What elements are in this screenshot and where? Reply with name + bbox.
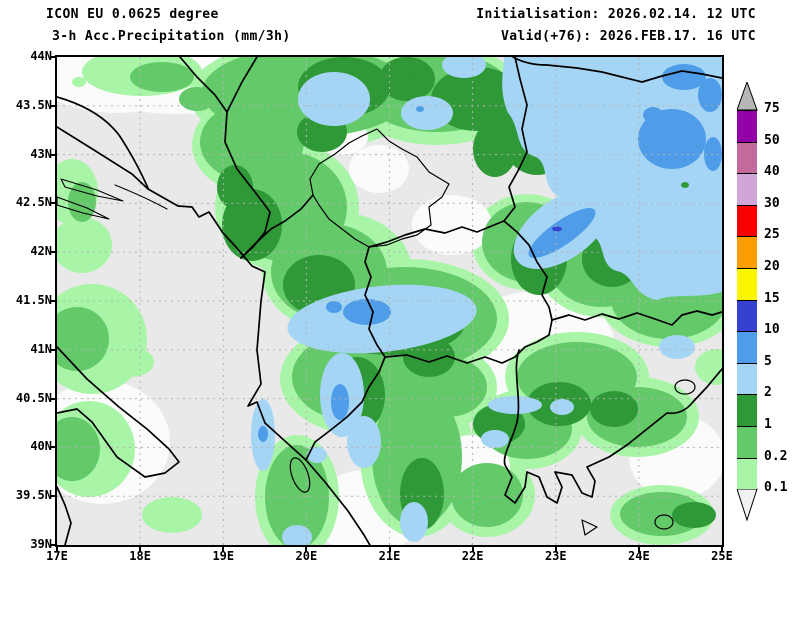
- legend-color-block: [737, 394, 757, 426]
- precip-speck-layer: [399, 72, 689, 188]
- legend-color-block: [737, 268, 757, 300]
- lat-axis-label: 39.5N: [15, 488, 52, 503]
- lat-tick: [50, 153, 57, 156]
- lat-tick: [50, 544, 57, 546]
- legend-color-block: [737, 110, 757, 142]
- lon-tick: [721, 546, 723, 552]
- lat-axis-label: 41N: [30, 341, 52, 356]
- lat-axis-label: 40.5N: [15, 390, 52, 405]
- legend-boundary-label: 10: [764, 322, 780, 338]
- lon-tick: [222, 546, 225, 552]
- legend-color-block: [737, 362, 757, 395]
- lon-axis-label: 18E: [129, 549, 151, 563]
- legend-boundary-label: 30: [764, 195, 780, 211]
- lat-tick: [50, 56, 57, 58]
- lat-tick: [50, 446, 57, 449]
- legend-color-block: [737, 426, 757, 458]
- initialisation-time: Initialisation: 2026.02.14. 12 UTC: [476, 7, 756, 22]
- lon-tick: [471, 546, 474, 552]
- lon-axis-label: 19E: [212, 549, 235, 563]
- lat-axis-label: 40N: [30, 439, 52, 454]
- lon-axis-label: 17E: [46, 549, 68, 563]
- lat-axis-label: 41.5N: [15, 293, 52, 307]
- lon-tick: [554, 546, 557, 552]
- border-layer: [57, 57, 722, 545]
- map-frame: [55, 55, 724, 547]
- lat-tick: [50, 251, 57, 254]
- lon-axis-label: 21E: [378, 549, 401, 563]
- legend-boundary-label: 50: [764, 132, 780, 148]
- lat-axis-label: 39N: [30, 537, 52, 551]
- model-title: ICON EU 0.0625 degree: [46, 7, 219, 22]
- lat-tick: [50, 104, 57, 107]
- legend-boundary-label: 25: [764, 227, 780, 243]
- lon-tick: [305, 546, 308, 552]
- lon-tick: [56, 546, 58, 552]
- lon-axis-label: 24E: [628, 549, 650, 563]
- lat-tick: [50, 300, 57, 302]
- legend-boundary-label: 0.1: [764, 480, 788, 496]
- lon-tick: [637, 546, 640, 552]
- lon-axis-label: 23E: [544, 549, 567, 563]
- legend-color-block: [737, 141, 757, 174]
- lat-tick: [50, 348, 57, 351]
- lat-tick: [50, 202, 57, 205]
- legend-boundary-label: 0.2: [764, 448, 788, 464]
- lat-axis-label: 43.5N: [15, 97, 52, 112]
- legend-overflow-arrow-up: [737, 82, 758, 111]
- legend-color-block: [737, 331, 757, 363]
- legend-color-block: [737, 236, 757, 268]
- lat-tick: [50, 495, 57, 498]
- lon-tick: [139, 546, 142, 552]
- legend-underflow-arrow-down: [737, 488, 758, 522]
- lon-axis-label: 20E: [295, 549, 318, 563]
- legend-color-block: [737, 204, 757, 237]
- precip-dark-blue-layer: [552, 226, 562, 232]
- lat-axis-label: 42.5N: [15, 195, 52, 210]
- lon-tick: [388, 546, 391, 552]
- legend-colorbar: 75 50 40 30 25 20 15 10 5 2 1 0.2 0.1: [737, 82, 797, 542]
- legend-boundary-label: 20: [764, 259, 780, 274]
- legend-boundary-label: 75: [764, 101, 780, 116]
- legend-color-block: [737, 173, 757, 205]
- legend-boundary-label: 5: [764, 353, 772, 369]
- parameter-title: 3-h Acc.Precipitation (mm/3h): [52, 29, 291, 44]
- lat-tick: [50, 397, 57, 400]
- legend-boundary-label: 40: [764, 164, 780, 180]
- lat-axis-label: 44N: [30, 49, 52, 63]
- precipitation-map-svg: [57, 57, 722, 545]
- legend-boundary-label: 15: [764, 290, 780, 306]
- legend-color-block: [737, 299, 757, 332]
- lat-axis-label: 42N: [30, 244, 52, 259]
- legend-boundary-label: 2: [764, 385, 772, 401]
- lon-axis-label: 22E: [461, 549, 484, 563]
- legend-color-block: [737, 457, 757, 490]
- legend-boundary-label: 1: [764, 417, 772, 432]
- lat-axis-label: 43N: [30, 146, 52, 161]
- precip-medium-blue-layer: [258, 64, 722, 442]
- valid-time: Valid(+76): 2026.FEB.17. 16 UTC: [500, 29, 756, 44]
- lon-axis-label: 25E: [711, 549, 733, 563]
